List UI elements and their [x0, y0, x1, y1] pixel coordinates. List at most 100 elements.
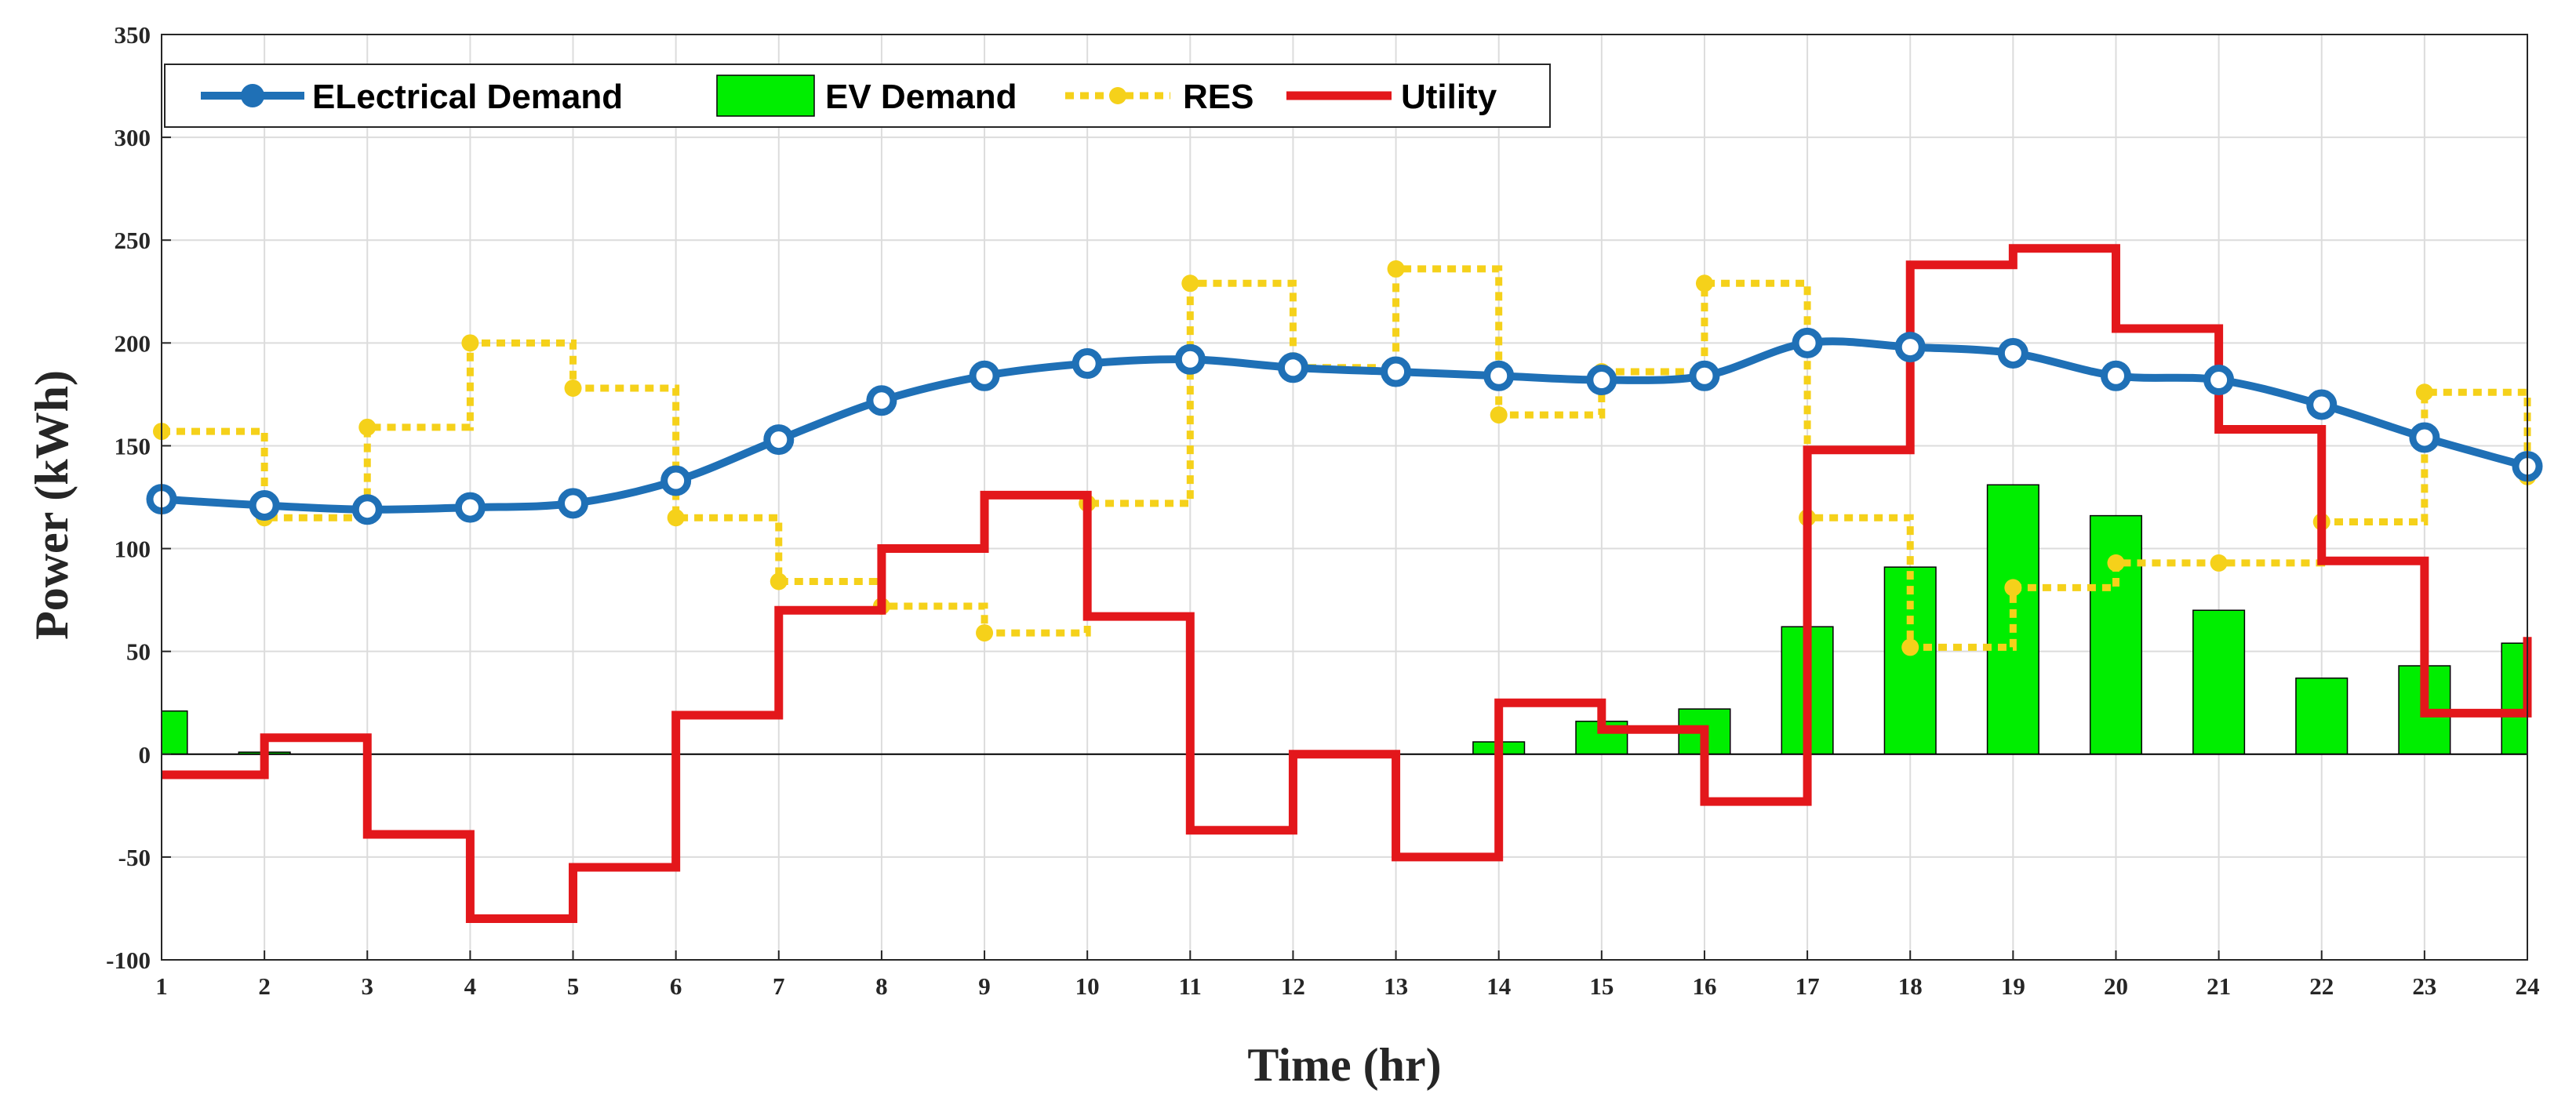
x-tick-label-11: 11	[1179, 972, 1202, 1000]
res-marker-9	[976, 624, 994, 642]
x-tick-label-14: 14	[1486, 972, 1511, 1000]
electrical-demand-marker-14	[1483, 360, 1515, 391]
x-tick-label-9: 9	[978, 972, 991, 1000]
legend-label-res: RES	[1183, 78, 1253, 116]
electrical-demand-marker-22	[2306, 389, 2338, 420]
x-tick-label-1: 1	[155, 972, 168, 1000]
legend-item-electrical-demand: ELectrical Demand	[201, 78, 623, 116]
x-axis-title: Time (hr)	[1247, 1039, 1441, 1091]
x-tick-label-5: 5	[567, 972, 580, 1000]
ev-demand-bar-19	[1986, 484, 2039, 755]
plot-area	[162, 35, 2527, 960]
legend-marker-res	[1109, 87, 1126, 104]
x-tick-label-20: 20	[2104, 972, 2128, 1000]
electrical-demand-marker-11	[1174, 343, 1206, 375]
x-tick-label-4: 4	[464, 972, 477, 1000]
y-tick-label-300: 300	[115, 124, 151, 151]
y-tick-label-350: 350	[115, 21, 151, 49]
y-tick-label--50: -50	[118, 844, 151, 871]
electrical-demand-marker-18	[1894, 332, 1926, 363]
y-tick-label-50: 50	[126, 638, 151, 666]
res-marker-20	[2107, 554, 2125, 572]
x-tick-label-10: 10	[1075, 972, 1100, 1000]
ev-demand-bar-1	[161, 710, 188, 755]
electrical-demand-marker-7	[763, 424, 795, 456]
x-tick-label-18: 18	[1898, 972, 1923, 1000]
res-marker-7	[770, 572, 788, 590]
electrical-demand-marker-15	[1586, 365, 1617, 396]
electrical-demand-marker-2	[249, 489, 280, 521]
x-tick-label-13: 13	[1384, 972, 1408, 1000]
y-axis-ticks: -100 -50 0 50 100 150 200 250 300 350	[106, 21, 171, 974]
x-axis-ticks: 1 2 3 4 5 6 7 8 9 10 11 12 13 14 15 16 17 18 19 20 21 22 23 24	[155, 950, 2540, 1000]
electrical-demand-marker-4	[454, 492, 486, 523]
x-tick-label-23: 23	[2412, 972, 2436, 1000]
y-tick-label--100: -100	[106, 947, 151, 974]
legend-label-utility: Utility	[1401, 78, 1497, 116]
legend-label-ev-demand: EV Demand	[825, 78, 1017, 116]
legend: ELectrical Demand EV Demand RES Utility	[164, 64, 1551, 128]
y-tick-label-200: 200	[115, 329, 151, 357]
utility-line	[162, 244, 2532, 924]
y-tick-label-0: 0	[139, 741, 151, 769]
electrical-demand-marker-21	[2203, 365, 2235, 396]
electrical-demand-marker-6	[660, 465, 692, 496]
x-tick-label-17: 17	[1796, 972, 1820, 1000]
legend-swatch-ev-demand	[716, 74, 815, 117]
x-tick-label-3: 3	[362, 972, 374, 1000]
ev-demand-bar-21	[2192, 609, 2246, 755]
res-marker-18	[1901, 638, 1919, 656]
electrical-demand-series	[146, 327, 2543, 525]
legend-item-utility: Utility	[1286, 78, 1497, 116]
ev-demand-bar-20	[2089, 514, 2143, 755]
x-tick-label-6: 6	[670, 972, 682, 1000]
legend-item-ev-demand: EV Demand	[716, 74, 1017, 117]
electrical-demand-marker-20	[2100, 360, 2131, 391]
x-tick-label-19: 19	[2001, 972, 2025, 1000]
plot-frame	[161, 34, 2528, 961]
electrical-demand-marker-5	[558, 488, 589, 519]
res-marker-6	[667, 509, 685, 527]
electrical-demand-marker-3	[351, 494, 383, 525]
electrical-demand-marker-8	[866, 385, 897, 416]
ev-demand-bar-18	[1883, 566, 1937, 755]
electrical-demand-marker-12	[1277, 352, 1308, 383]
legend-item-res: RES	[1065, 78, 1253, 116]
res-marker-14	[1490, 406, 1508, 424]
res-marker-16	[1695, 274, 1713, 293]
res-marker-13	[1387, 260, 1405, 278]
utility-series	[162, 244, 2532, 924]
electrical-demand-marker-17	[1792, 327, 1823, 358]
res-marker-23	[2415, 383, 2433, 402]
y-tick-label-100: 100	[115, 536, 151, 563]
y-axis-title: Power (kWh)	[26, 370, 78, 640]
x-tick-label-8: 8	[875, 972, 888, 1000]
y-tick-label-150: 150	[115, 432, 151, 460]
x-tick-label-12: 12	[1281, 972, 1305, 1000]
electrical-demand-marker-10	[1072, 348, 1103, 380]
legend-label-electrical-demand: ELectrical Demand	[312, 78, 623, 116]
x-tick-label-21: 21	[2207, 972, 2231, 1000]
x-tick-label-2: 2	[258, 972, 271, 1000]
res-marker-19	[2004, 579, 2022, 597]
x-tick-label-16: 16	[1692, 972, 1716, 1000]
ev-demand-bars	[161, 484, 2528, 755]
electrical-demand-marker-16	[1689, 360, 1720, 391]
electrical-demand-marker-19	[1997, 337, 2028, 369]
x-tick-label-22: 22	[2309, 972, 2334, 1000]
x-tick-label-15: 15	[1589, 972, 1614, 1000]
ev-demand-bar-22	[2295, 678, 2349, 755]
legend-marker-electrical-demand	[241, 84, 264, 107]
electrical-demand-marker-23	[2409, 422, 2440, 453]
res-marker-4	[461, 334, 479, 352]
res-marker-5	[564, 380, 582, 398]
y-tick-label-250: 250	[115, 227, 151, 254]
x-tick-label-7: 7	[773, 972, 785, 1000]
x-tick-label-24: 24	[2516, 972, 2540, 1000]
res-marker-21	[2210, 554, 2228, 572]
res-marker-11	[1181, 274, 1199, 293]
electrical-demand-marker-13	[1381, 356, 1412, 387]
res-marker-3	[358, 418, 377, 436]
